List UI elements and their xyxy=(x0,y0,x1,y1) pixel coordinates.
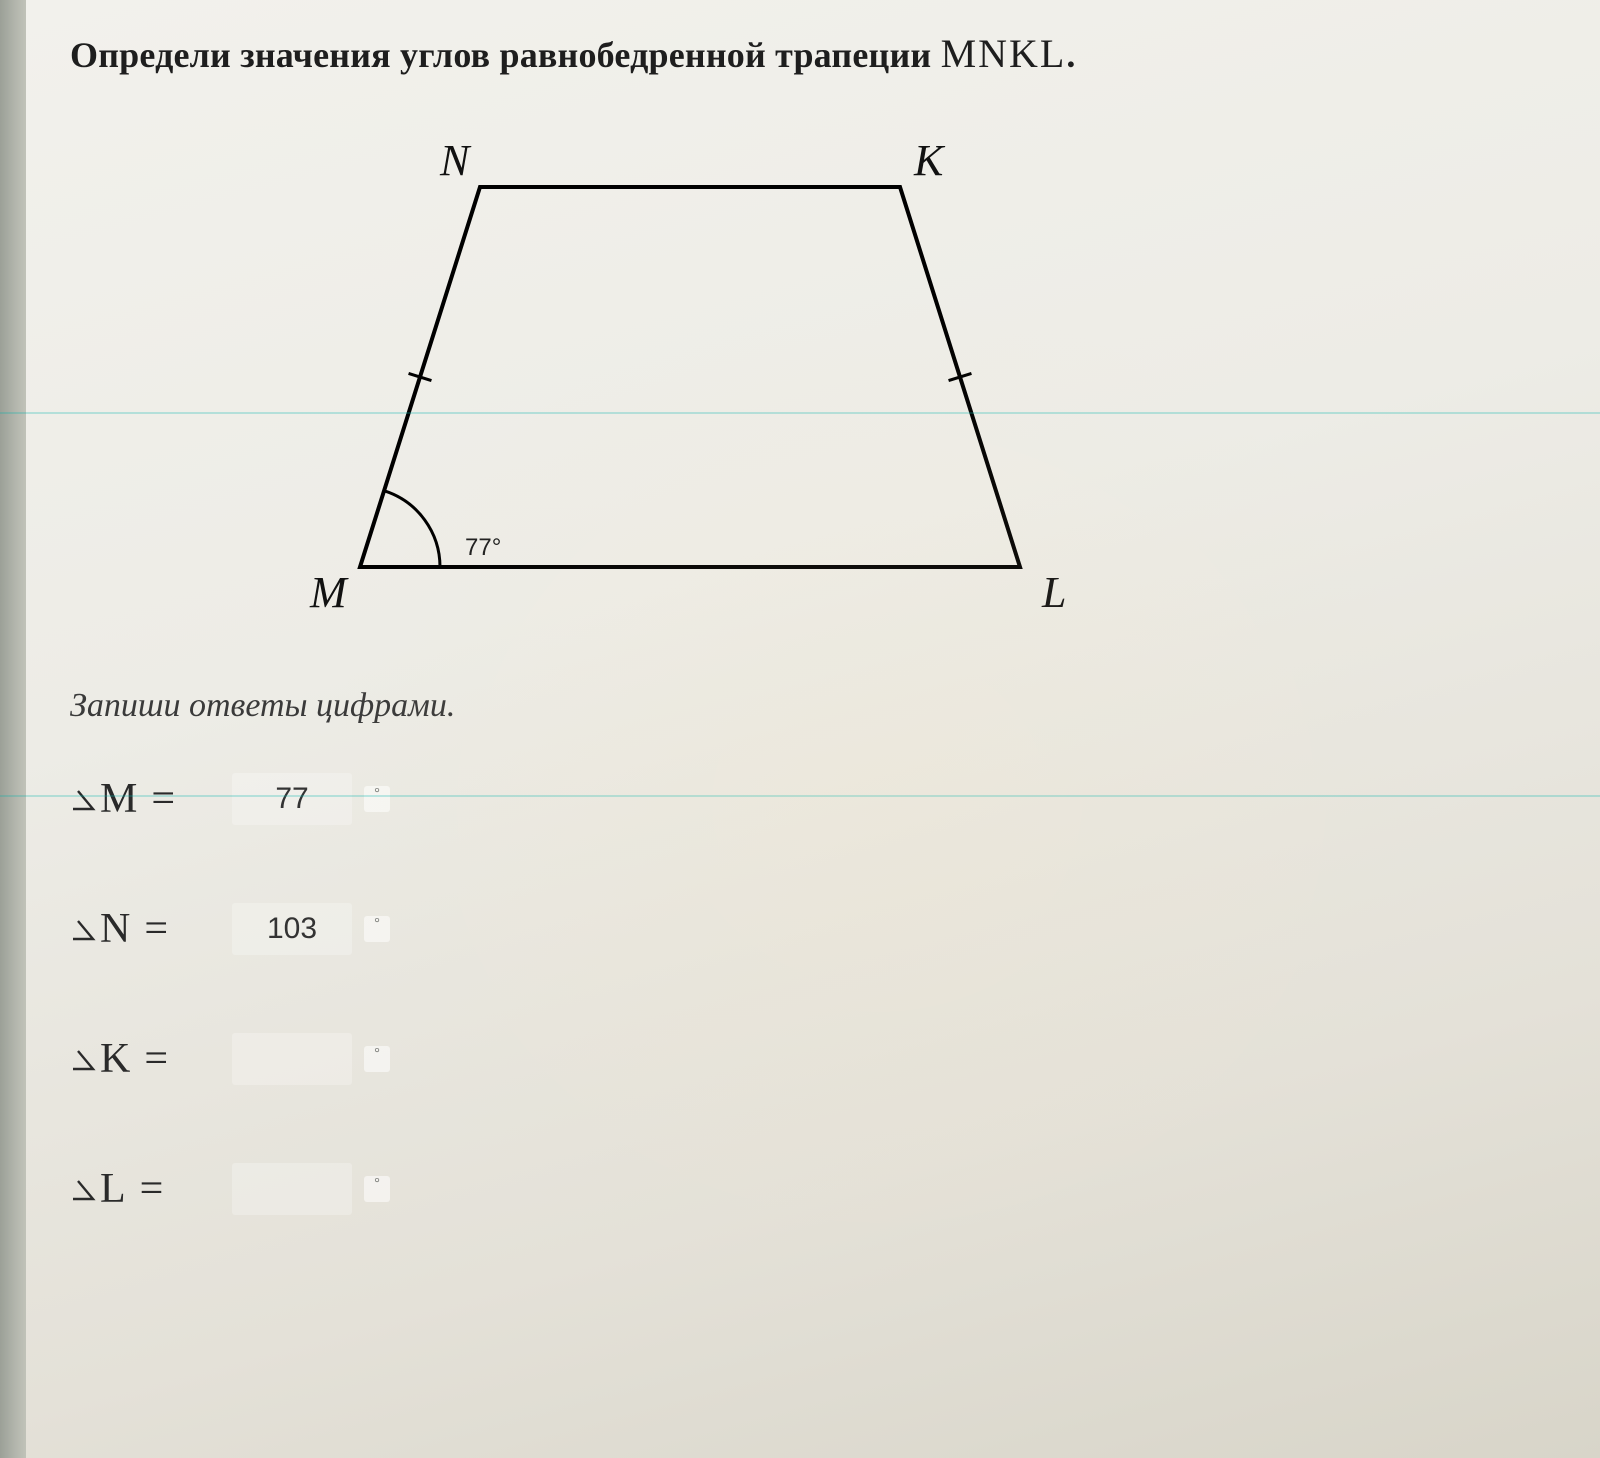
svg-text:77°: 77° xyxy=(465,534,501,561)
svg-text:L: L xyxy=(1041,568,1066,617)
angle-icon xyxy=(70,916,96,942)
angle-letter: K xyxy=(100,1035,130,1083)
title-prefix: Определи значения углов равнобедренной т… xyxy=(70,35,941,75)
answers-block: M= ° N= ° K= ° L= ° xyxy=(70,773,1572,1215)
angle-label-M: M= xyxy=(70,775,220,823)
angle-icon xyxy=(70,786,96,812)
angle-letter: N xyxy=(100,905,130,953)
angle-input-K[interactable] xyxy=(232,1033,352,1085)
degree-badge: ° xyxy=(364,916,390,942)
angle-label-N: N= xyxy=(70,905,220,953)
svg-text:N: N xyxy=(439,136,472,185)
angle-label-K: K= xyxy=(70,1035,220,1083)
answer-row-K: K= ° xyxy=(70,1033,1572,1085)
page-title: Определи значения углов равнобедренной т… xyxy=(70,30,1572,77)
instruction-text: Запиши ответы цифрами. xyxy=(70,687,1572,725)
left-gutter xyxy=(0,0,26,1458)
title-suffix: . xyxy=(1066,35,1075,75)
degree-badge: ° xyxy=(364,1046,390,1072)
angle-input-M[interactable] xyxy=(232,773,352,825)
degree-badge: ° xyxy=(364,786,390,812)
answer-row-M: M= ° xyxy=(70,773,1572,825)
angle-letter: M xyxy=(100,775,137,823)
trapezoid-figure: 77° M L N K xyxy=(240,127,1140,647)
answer-row-N: N= ° xyxy=(70,903,1572,955)
answer-row-L: L= ° xyxy=(70,1163,1572,1215)
angle-icon xyxy=(70,1046,96,1072)
angle-icon xyxy=(70,1176,96,1202)
degree-badge: ° xyxy=(364,1176,390,1202)
svg-text:M: M xyxy=(309,568,349,617)
angle-input-L[interactable] xyxy=(232,1163,352,1215)
angle-letter: L xyxy=(100,1165,126,1213)
angle-input-N[interactable] xyxy=(232,903,352,955)
shape-name: MNKL xyxy=(941,31,1067,76)
angle-label-L: L= xyxy=(70,1165,220,1213)
svg-text:K: K xyxy=(913,136,946,185)
